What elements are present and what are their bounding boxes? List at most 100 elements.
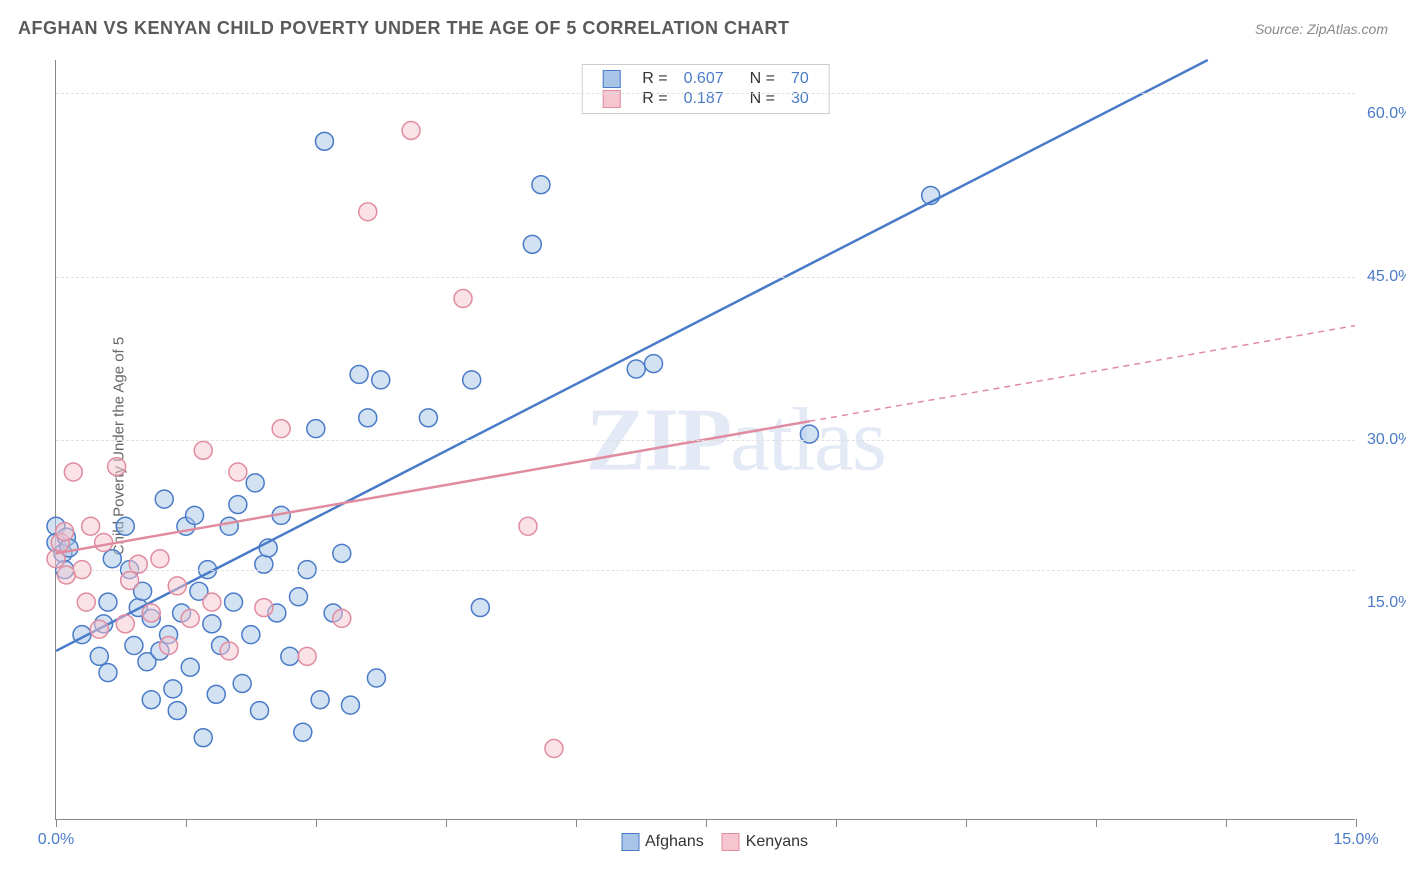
x-tick-label: 15.0%: [1333, 831, 1378, 849]
legend-r-value: 0.607: [676, 69, 732, 89]
legend-n-value: 70: [783, 69, 817, 89]
data-point: [203, 593, 221, 611]
x-tick: [186, 819, 187, 827]
data-point: [532, 176, 550, 194]
data-point: [333, 609, 351, 627]
data-point: [160, 637, 178, 655]
legend-swatch: [621, 833, 639, 851]
chart-container: AFGHAN VS KENYAN CHILD POVERTY UNDER THE…: [0, 0, 1406, 892]
legend-row: R =0.607N =70: [594, 69, 817, 89]
data-point: [359, 203, 377, 221]
regression-line: [56, 60, 1208, 651]
x-tick: [836, 819, 837, 827]
data-point: [90, 620, 108, 638]
data-point: [168, 702, 186, 720]
data-point: [95, 534, 113, 552]
data-point: [64, 463, 82, 481]
data-point: [151, 550, 169, 568]
data-point: [251, 702, 269, 720]
data-point: [454, 290, 472, 308]
chart-title: AFGHAN VS KENYAN CHILD POVERTY UNDER THE…: [18, 18, 790, 39]
data-point: [289, 588, 307, 606]
data-point: [99, 664, 117, 682]
data-point: [116, 615, 134, 633]
x-tick: [316, 819, 317, 827]
x-tick: [56, 819, 57, 827]
data-point: [402, 121, 420, 139]
x-tick: [1356, 819, 1357, 827]
y-tick-label: 15.0%: [1367, 594, 1406, 612]
data-point: [116, 517, 134, 535]
data-point: [125, 637, 143, 655]
legend-swatch: [602, 70, 620, 88]
data-point: [246, 474, 264, 492]
y-tick-label: 60.0%: [1367, 105, 1406, 123]
x-tick: [576, 819, 577, 827]
data-point: [315, 132, 333, 150]
legend-n-label: N =: [732, 69, 783, 89]
x-tick: [1226, 819, 1227, 827]
data-point: [103, 550, 121, 568]
data-point: [242, 626, 260, 644]
data-point: [90, 647, 108, 665]
data-point: [471, 599, 489, 617]
regression-line: [56, 421, 809, 553]
legend-swatch: [722, 833, 740, 851]
y-tick-label: 30.0%: [1367, 431, 1406, 449]
data-point: [333, 544, 351, 562]
data-point: [519, 517, 537, 535]
data-point: [194, 729, 212, 747]
data-point: [142, 604, 160, 622]
data-point: [77, 593, 95, 611]
data-point: [108, 458, 126, 476]
data-point: [294, 723, 312, 741]
correlation-legend: R =0.607N =70R =0.187N =30: [581, 64, 830, 114]
data-point: [255, 599, 273, 617]
data-point: [298, 647, 316, 665]
gridline: [56, 570, 1355, 571]
data-point: [419, 409, 437, 427]
data-point: [82, 517, 100, 535]
data-point: [311, 691, 329, 709]
data-point: [233, 674, 251, 692]
x-tick-label: 0.0%: [38, 831, 74, 849]
legend-swatch-cell: [594, 69, 634, 89]
data-point: [463, 371, 481, 389]
data-point: [220, 642, 238, 660]
data-point: [181, 609, 199, 627]
data-point: [121, 571, 139, 589]
source-attribution: Source: ZipAtlas.com: [1255, 21, 1388, 37]
gridline: [56, 277, 1355, 278]
data-point: [194, 441, 212, 459]
data-point: [155, 490, 173, 508]
gridline: [56, 93, 1355, 94]
data-point: [56, 523, 74, 541]
data-point: [372, 371, 390, 389]
data-point: [281, 647, 299, 665]
data-point: [272, 420, 290, 438]
data-point: [229, 463, 247, 481]
data-point: [186, 506, 204, 524]
data-point: [359, 409, 377, 427]
data-point: [645, 355, 663, 373]
x-tick: [706, 819, 707, 827]
title-bar: AFGHAN VS KENYAN CHILD POVERTY UNDER THE…: [18, 18, 1388, 39]
data-point: [307, 420, 325, 438]
legend-r-label: R =: [634, 69, 675, 89]
series-legend: Afghans Kenyans: [603, 833, 808, 851]
gridline: [56, 440, 1355, 441]
x-tick: [446, 819, 447, 827]
x-tick: [966, 819, 967, 827]
data-point: [367, 669, 385, 687]
data-point: [545, 740, 563, 758]
data-point: [168, 577, 186, 595]
data-point: [164, 680, 182, 698]
data-point: [341, 696, 359, 714]
legend-series-label: Kenyans: [746, 833, 808, 850]
correlation-table: R =0.607N =70R =0.187N =30: [594, 69, 817, 109]
data-point: [627, 360, 645, 378]
data-point: [350, 365, 368, 383]
legend-series-label: Afghans: [645, 833, 704, 850]
data-point: [181, 658, 199, 676]
data-point: [523, 235, 541, 253]
